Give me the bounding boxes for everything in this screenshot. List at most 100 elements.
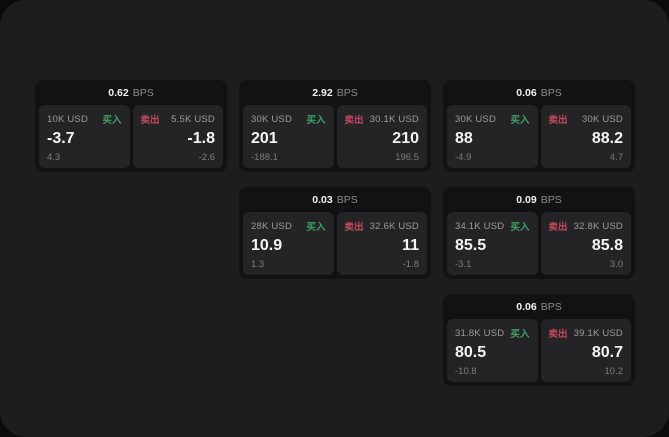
- spread-unit-label: BPS: [540, 300, 562, 313]
- sell-quote-tile[interactable]: 卖出 30K USD 88.2 4.7: [540, 105, 631, 168]
- buy-price: 80.5: [455, 344, 487, 361]
- buy-delta: -10.8: [455, 366, 477, 377]
- sell-price: 11: [402, 237, 419, 254]
- buy-quote-top: 34.1K USD 买入: [455, 219, 530, 234]
- buy-price: -3.7: [47, 130, 75, 147]
- buy-tag: 买入: [306, 115, 326, 126]
- sell-quote-top: 卖出 39.1K USD: [548, 326, 624, 341]
- sell-tag: 卖出: [140, 115, 160, 126]
- buy-tag: 买入: [306, 222, 326, 233]
- buy-tag: 买入: [510, 115, 530, 126]
- sell-quote-tile[interactable]: 卖出 32.6K USD 11 -1.8: [336, 212, 427, 275]
- sell-delta: 3.0: [609, 259, 623, 270]
- spread-header: 2.92 BPS: [239, 80, 431, 105]
- sell-quote-top: 卖出 32.6K USD: [344, 219, 420, 234]
- buy-amount: 31.8K USD: [455, 327, 505, 339]
- buy-quote-top: 30K USD 买入: [251, 112, 326, 127]
- buy-price: 201: [251, 130, 278, 147]
- spread-value: 0.06: [516, 86, 537, 99]
- sell-delta: -2.6: [198, 152, 215, 163]
- buy-tag: 买入: [102, 115, 122, 126]
- spread-header: 0.03 BPS: [239, 187, 431, 212]
- buy-quote-tile[interactable]: 30K USD 买入 88 -4.9: [447, 105, 538, 168]
- sell-amount: 30.1K USD: [369, 113, 419, 125]
- sell-quote-tile[interactable]: 卖出 5.5K USD -1.8 -2.6: [132, 105, 223, 168]
- sell-tag: 卖出: [344, 115, 364, 126]
- spread-value: 0.06: [516, 300, 537, 313]
- buy-quote-top: 31.8K USD 买入: [455, 326, 530, 341]
- buy-tag: 买入: [510, 329, 530, 340]
- buy-delta: -188.1: [251, 152, 278, 163]
- spread-value: 0.03: [312, 193, 333, 206]
- spread-header: 0.62 BPS: [35, 80, 227, 105]
- quote-card: 2.92 BPS 30K USD 买入 201 -188.1 卖出 30.1K …: [239, 80, 431, 172]
- quote-body: 10K USD 买入 -3.7 4.3 卖出 5.5K USD -1.8 -2.…: [35, 105, 227, 172]
- buy-amount: 10K USD: [47, 113, 89, 125]
- quote-card: 0.03 BPS 28K USD 买入 10.9 1.3 卖出 32.6K US…: [239, 187, 431, 279]
- quote-body: 31.8K USD 买入 80.5 -10.8 卖出 39.1K USD 80.…: [443, 319, 635, 386]
- sell-quote-tile[interactable]: 卖出 30.1K USD 210 196.5: [336, 105, 427, 168]
- quote-body: 34.1K USD 买入 85.5 -3.1 卖出 32.8K USD 85.8…: [443, 212, 635, 279]
- spread-value: 0.62: [108, 86, 129, 99]
- buy-amount: 30K USD: [251, 113, 293, 125]
- quote-card: 0.06 BPS 30K USD 买入 88 -4.9 卖出 30K USD: [443, 80, 635, 172]
- spread-value: 2.92: [312, 86, 333, 99]
- buy-quote-tile[interactable]: 30K USD 买入 201 -188.1: [243, 105, 334, 168]
- sell-quote-tile[interactable]: 卖出 32.8K USD 85.8 3.0: [540, 212, 631, 275]
- sell-price: -1.8: [187, 130, 215, 147]
- sell-quote-top: 卖出 30K USD: [548, 112, 624, 127]
- quote-body: 30K USD 买入 88 -4.9 卖出 30K USD 88.2 4.7: [443, 105, 635, 172]
- spread-unit-label: BPS: [336, 193, 358, 206]
- sell-amount: 32.6K USD: [369, 220, 419, 232]
- sell-delta: 10.2: [604, 366, 624, 377]
- buy-quote-tile[interactable]: 10K USD 买入 -3.7 4.3: [39, 105, 130, 168]
- buy-delta: 1.3: [251, 259, 265, 270]
- spread-unit-label: BPS: [540, 86, 562, 99]
- buy-amount: 28K USD: [251, 220, 293, 232]
- quote-card: 0.62 BPS 10K USD 买入 -3.7 4.3 卖出 5.5K USD: [35, 80, 227, 172]
- buy-delta: -4.9: [455, 152, 472, 163]
- buy-quote-top: 28K USD 买入: [251, 219, 326, 234]
- quote-card: 0.09 BPS 34.1K USD 买入 85.5 -3.1 卖出 32.8K…: [443, 187, 635, 279]
- spread-unit-label: BPS: [132, 86, 154, 99]
- spread-value: 0.09: [516, 193, 537, 206]
- buy-quote-tile[interactable]: 28K USD 买入 10.9 1.3: [243, 212, 334, 275]
- sell-tag: 卖出: [548, 222, 568, 233]
- spread-unit-label: BPS: [336, 86, 358, 99]
- sell-amount: 32.8K USD: [573, 220, 623, 232]
- buy-price: 85.5: [455, 237, 487, 254]
- spread-header: 0.09 BPS: [443, 187, 635, 212]
- spread-header: 0.06 BPS: [443, 80, 635, 105]
- quote-card: 0.06 BPS 31.8K USD 买入 80.5 -10.8 卖出 39.1…: [443, 294, 635, 386]
- buy-quote-tile[interactable]: 34.1K USD 买入 85.5 -3.1: [447, 212, 538, 275]
- sell-price: 85.8: [591, 237, 623, 254]
- sell-quote-top: 卖出 32.8K USD: [548, 219, 624, 234]
- sell-amount: 5.5K USD: [171, 113, 215, 125]
- buy-quote-top: 10K USD 买入: [47, 112, 122, 127]
- sell-price: 210: [392, 130, 419, 147]
- sell-tag: 卖出: [344, 222, 364, 233]
- buy-delta: 4.3: [47, 152, 61, 163]
- sell-delta: 196.5: [395, 152, 419, 163]
- quote-body: 30K USD 买入 201 -188.1 卖出 30.1K USD 210 1…: [239, 105, 431, 172]
- spread-unit-label: BPS: [540, 193, 562, 206]
- sell-delta: 4.7: [609, 152, 623, 163]
- buy-delta: -3.1: [455, 259, 472, 270]
- buy-quote-top: 30K USD 买入: [455, 112, 530, 127]
- sell-tag: 卖出: [548, 115, 568, 126]
- sell-tag: 卖出: [548, 329, 568, 340]
- sell-quote-tile[interactable]: 卖出 39.1K USD 80.7 10.2: [540, 319, 631, 382]
- sell-price: 88.2: [591, 130, 623, 147]
- quote-body: 28K USD 买入 10.9 1.3 卖出 32.6K USD 11 -1.8: [239, 212, 431, 279]
- buy-amount: 30K USD: [455, 113, 497, 125]
- sell-amount: 39.1K USD: [573, 327, 623, 339]
- sell-quote-top: 卖出 30.1K USD: [344, 112, 420, 127]
- quote-cards-grid: 0.62 BPS 10K USD 买入 -3.7 4.3 卖出 5.5K USD: [35, 80, 635, 386]
- sell-price: 80.7: [591, 344, 623, 361]
- buy-price: 10.9: [251, 237, 283, 254]
- buy-amount: 34.1K USD: [455, 220, 505, 232]
- buy-quote-tile[interactable]: 31.8K USD 买入 80.5 -10.8: [447, 319, 538, 382]
- sell-amount: 30K USD: [581, 113, 623, 125]
- buy-price: 88: [455, 130, 473, 147]
